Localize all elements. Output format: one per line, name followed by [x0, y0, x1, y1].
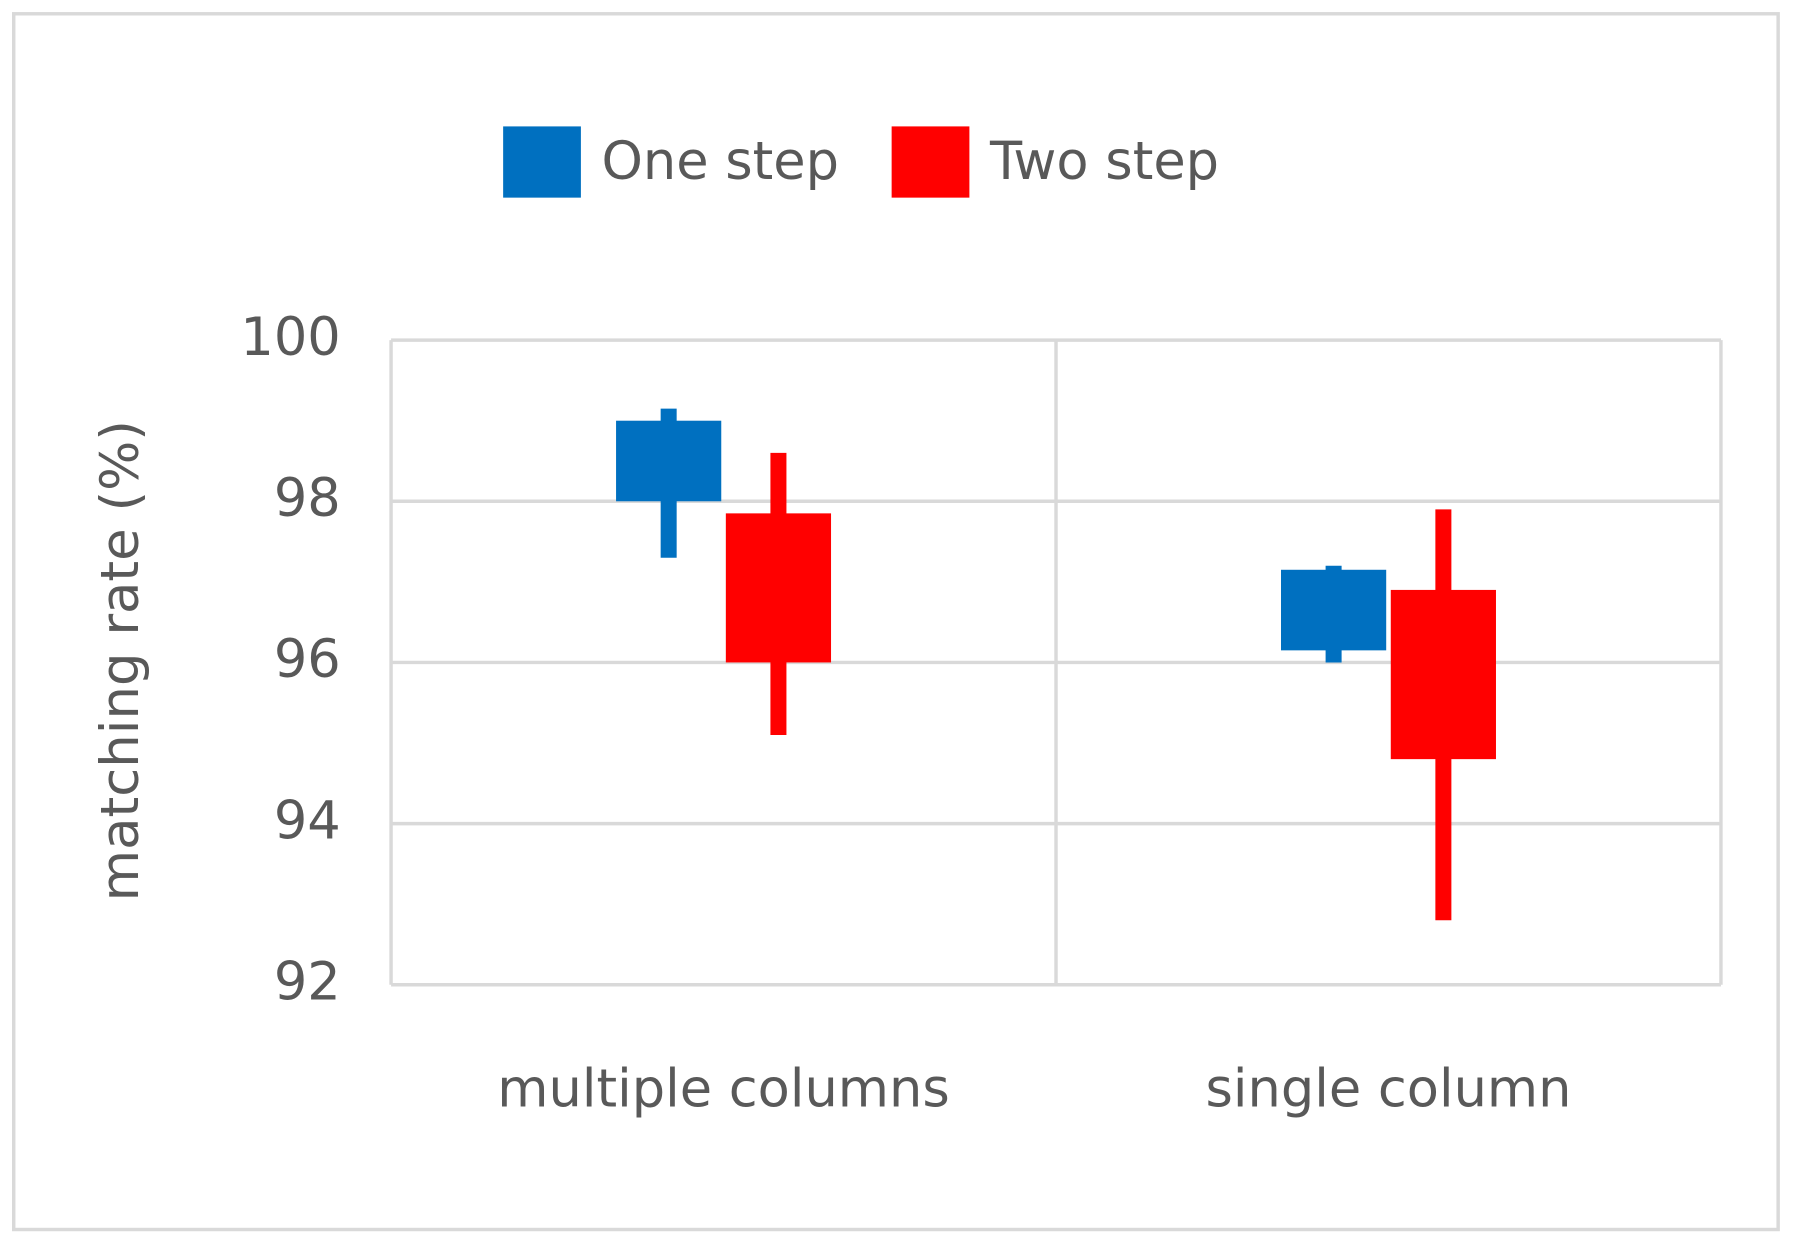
box [616, 420, 722, 502]
y-tick-label: 94 [274, 790, 341, 851]
y-tick-label: 100 [240, 307, 340, 368]
x-tick-label: single column [1205, 1058, 1571, 1119]
x-tick-label: multiple columns [497, 1058, 949, 1119]
box [725, 513, 832, 663]
legend-label: One step [601, 131, 839, 192]
legend-swatch [891, 126, 970, 198]
legend-label: Two step [989, 131, 1219, 192]
box [1281, 569, 1387, 651]
y-tick-label: 96 [274, 629, 341, 690]
y-tick-label: 92 [274, 951, 341, 1012]
y-axis-label: matching rate (%) [90, 420, 151, 901]
legend-swatch [503, 126, 581, 198]
y-tick-label: 98 [274, 468, 341, 529]
box [1390, 589, 1496, 760]
